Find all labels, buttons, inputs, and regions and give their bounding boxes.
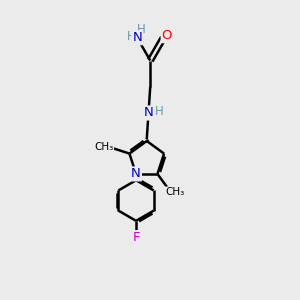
Text: N: N (144, 106, 153, 119)
Text: N: N (132, 31, 142, 44)
Text: O: O (162, 29, 172, 42)
Text: H: H (137, 22, 146, 35)
Text: N: N (131, 167, 141, 180)
Text: F: F (132, 231, 140, 244)
Text: H: H (155, 105, 164, 118)
Text: H: H (127, 29, 135, 43)
Text: CH₃: CH₃ (94, 142, 113, 152)
Text: CH₃: CH₃ (165, 187, 184, 197)
